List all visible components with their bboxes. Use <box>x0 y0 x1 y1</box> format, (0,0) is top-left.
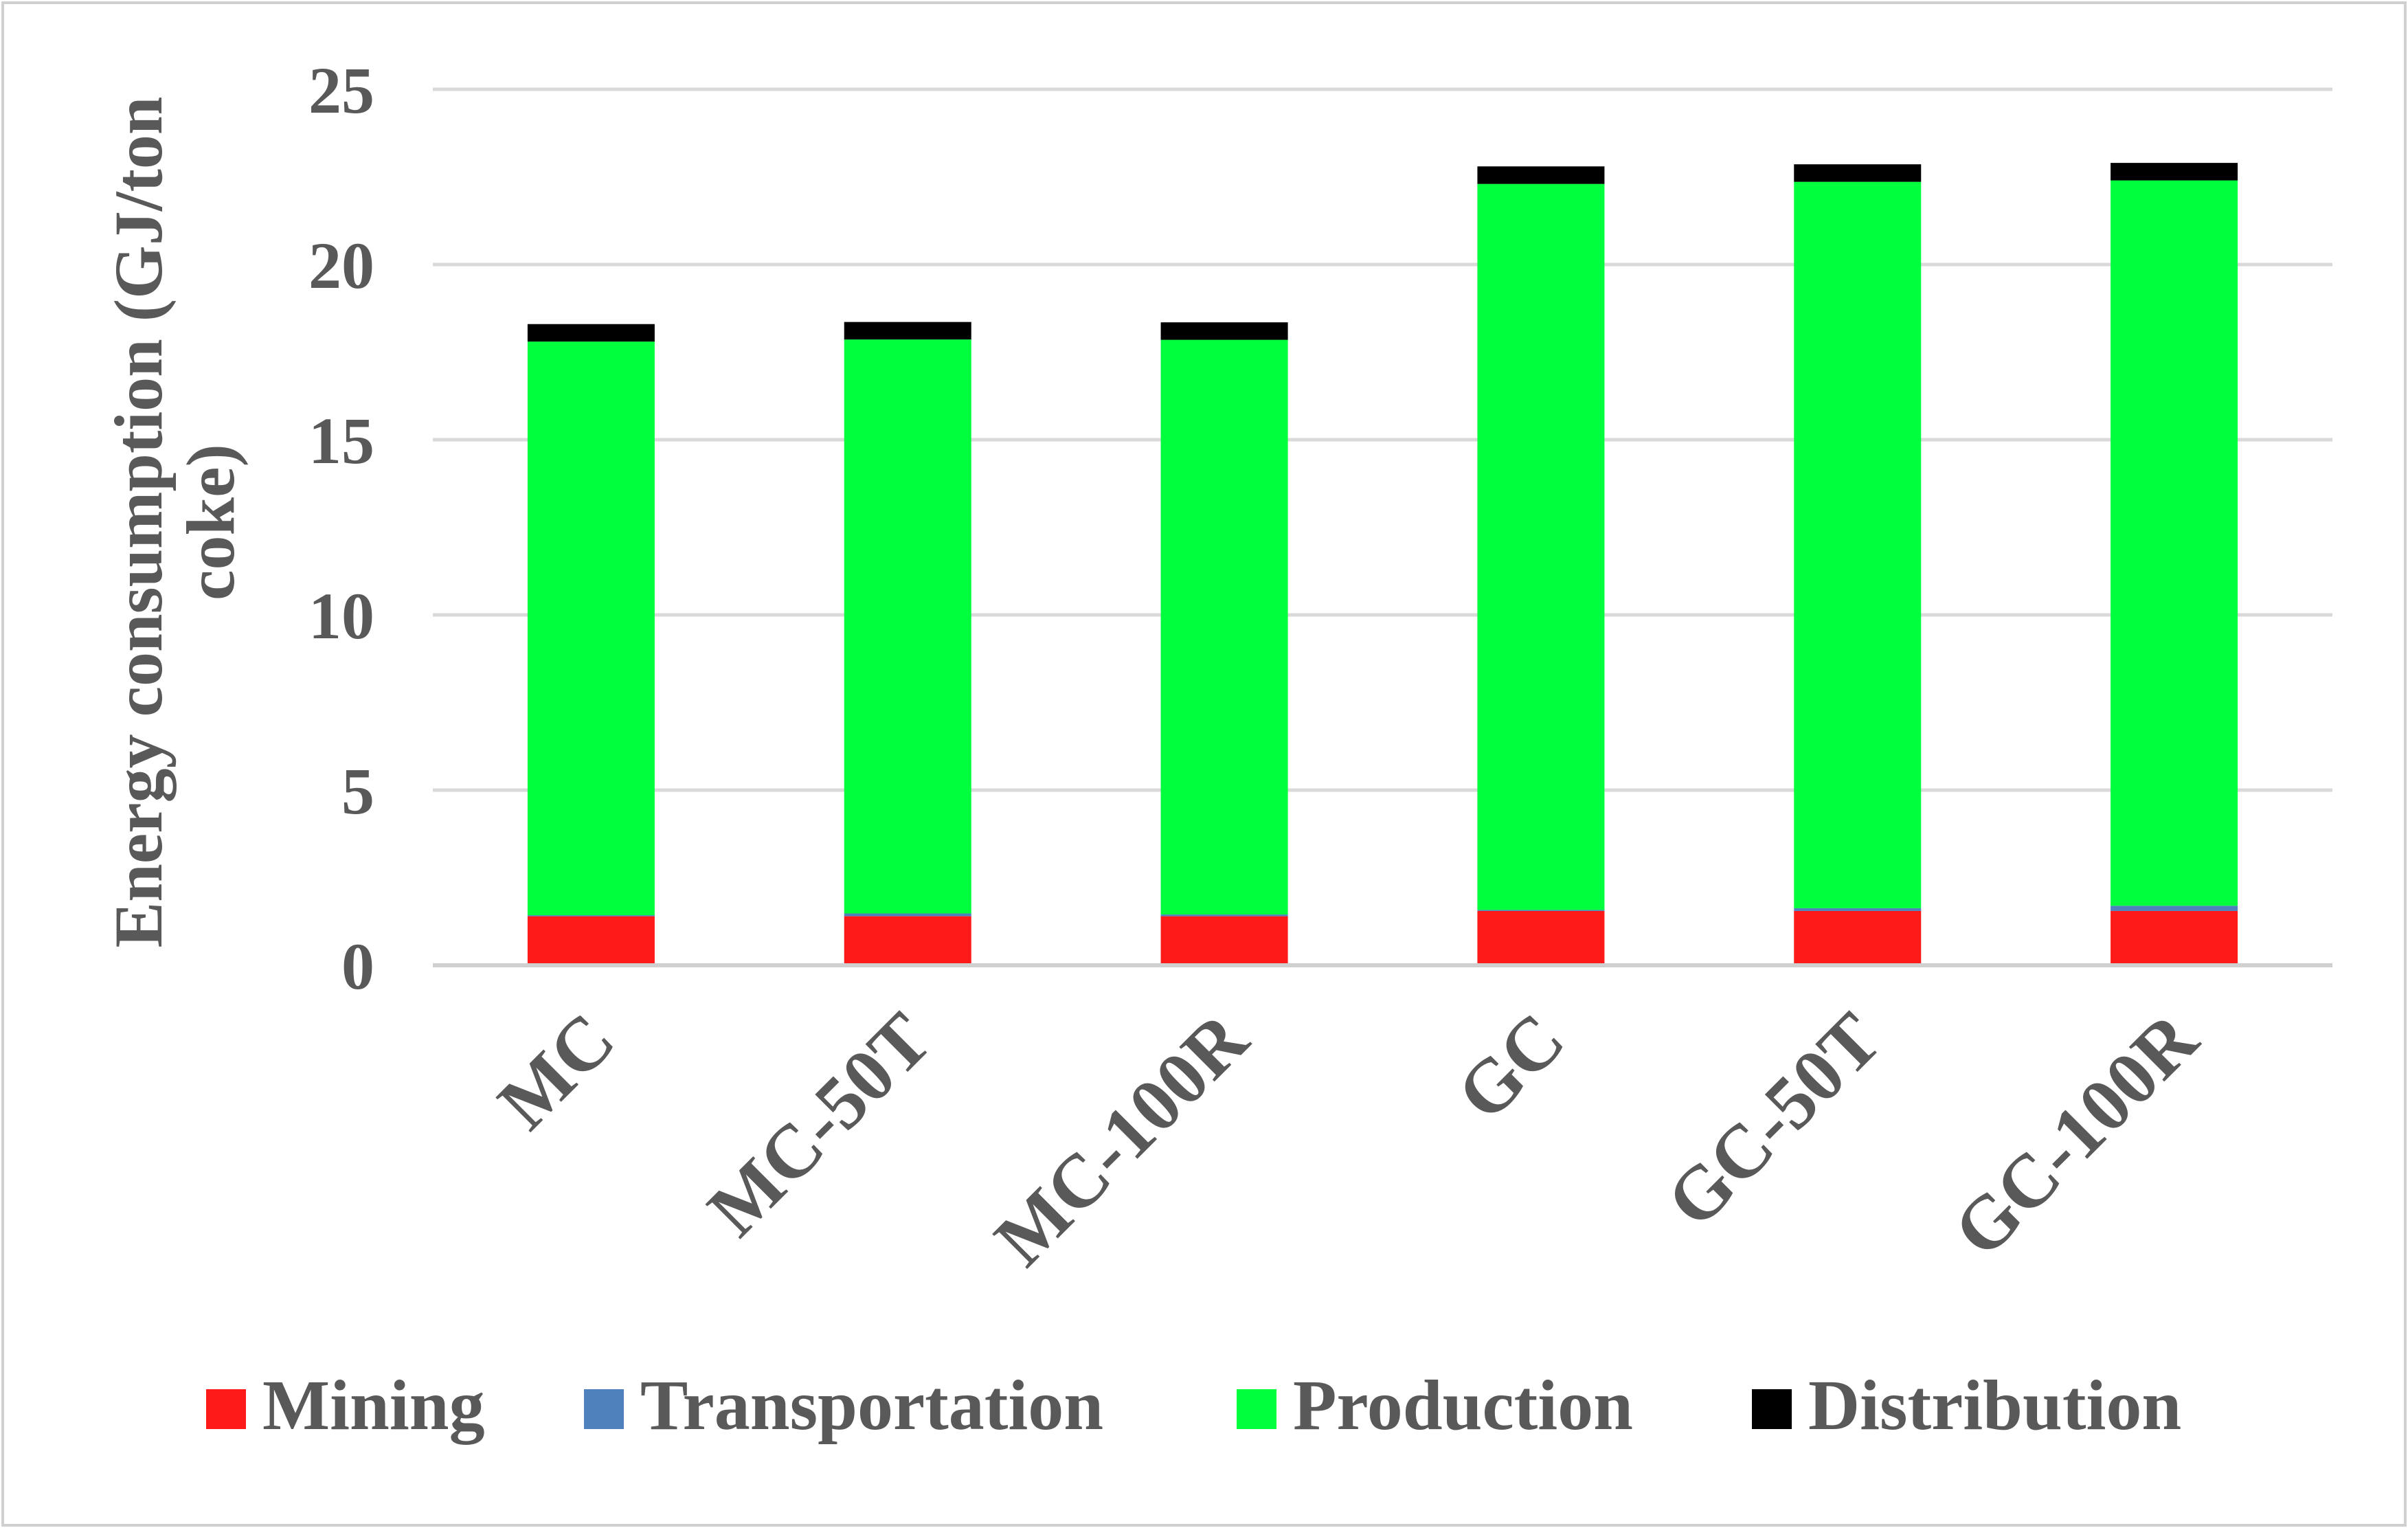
bar-mining-mc-50t <box>844 916 971 965</box>
y-tick-label: 0 <box>341 930 374 1003</box>
legend: Mining Transportation Production Distributi… <box>206 1366 2181 1445</box>
bar-distribution-mc <box>527 324 655 342</box>
legend-swatch-transportation <box>584 1389 624 1429</box>
bar-distribution-gc-50t <box>1794 164 1922 182</box>
bar-production-mc-50t <box>844 339 971 914</box>
bars <box>527 163 2238 965</box>
y-tick-labels: 0 5 10 15 20 25 <box>308 54 374 1003</box>
legend-swatch-mining <box>206 1389 246 1429</box>
y-tick-label: 25 <box>308 54 374 127</box>
bar-mining-gc <box>1477 910 1605 965</box>
bar-transportation-mc-50t <box>844 913 971 917</box>
legend-label-distribution: Distribution <box>1808 1366 2181 1445</box>
bar-production-gc-100r <box>2111 180 2238 906</box>
bar-transportation-gc-50t <box>1794 908 1922 911</box>
bar-distribution-gc <box>1477 166 1605 184</box>
legend-swatch-distribution <box>1752 1389 1792 1429</box>
y-axis-title-line: Energy consumption (GJ/ton <box>100 96 177 947</box>
bar-mining-mc <box>527 916 655 965</box>
legend-label-transportation: Transportation <box>640 1366 1103 1445</box>
bar-distribution-mc-100r <box>1160 322 1288 340</box>
legend-label-mining: Mining <box>262 1366 485 1445</box>
bar-mining-gc-100r <box>2111 910 2238 965</box>
bar-production-gc <box>1477 183 1605 910</box>
bar-mining-mc-100r <box>1160 916 1288 965</box>
bar-transportation-gc <box>1477 910 1605 911</box>
y-axis-title-line: coke) <box>172 444 249 600</box>
legend-label-production: Production <box>1293 1366 1633 1445</box>
bar-production-mc <box>527 341 655 916</box>
y-tick-label: 10 <box>308 579 374 653</box>
legend-swatch-production <box>1237 1389 1276 1429</box>
y-tick-label: 5 <box>341 754 374 828</box>
gridlines <box>433 87 2332 792</box>
bar-transportation-mc-100r <box>1160 914 1288 917</box>
bar-transportation-mc <box>527 915 655 917</box>
bar-production-mc-100r <box>1160 339 1288 915</box>
bar-production-gc-50t <box>1794 181 1922 908</box>
y-tick-label: 15 <box>308 404 374 477</box>
bar-distribution-gc-100r <box>2111 163 2238 181</box>
bar-distribution-mc-50t <box>844 322 971 340</box>
bar-mining-gc-50t <box>1794 910 1922 965</box>
bar-transportation-gc-100r <box>2111 906 2238 911</box>
y-tick-label: 20 <box>308 229 374 302</box>
